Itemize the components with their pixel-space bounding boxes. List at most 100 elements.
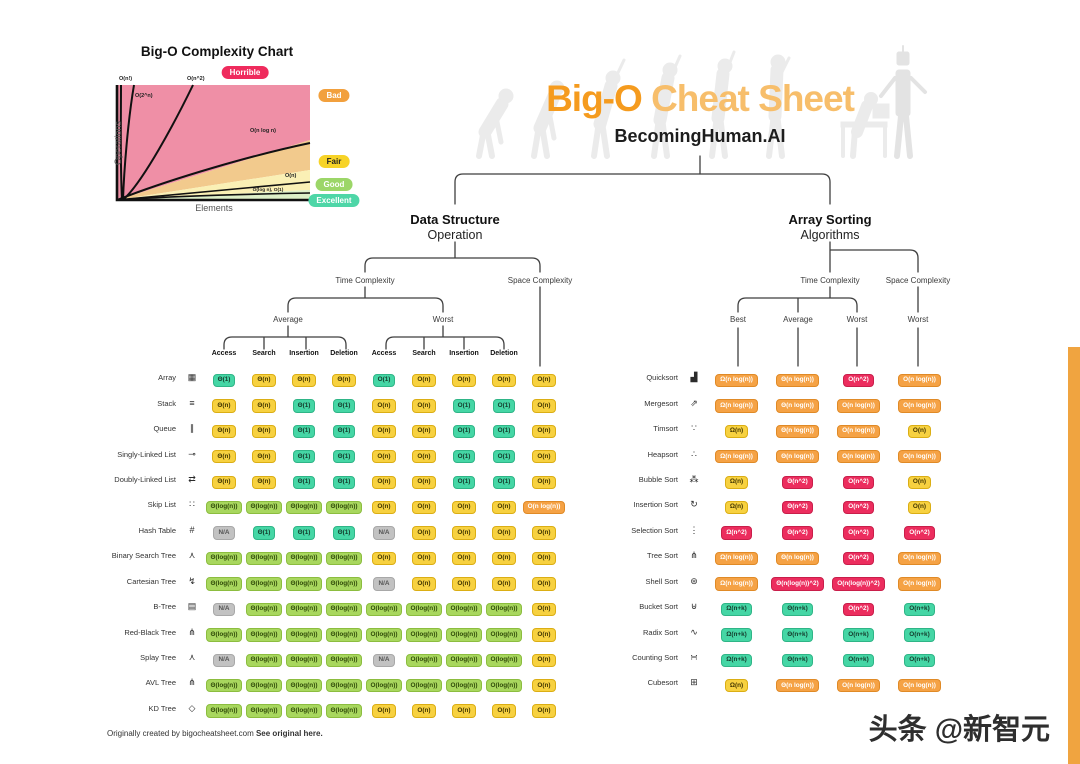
fair-badge: Fair [318, 155, 350, 168]
complexity-badge: O(log(n)) [445, 602, 483, 617]
row-label: Singly-Linked List [117, 449, 176, 459]
complexity-badge: O(log(n)) [445, 653, 483, 667]
complexity-badge: O(n) [492, 526, 516, 540]
complexity-badge: O(n) [452, 551, 476, 566]
selection-sort-icon: ⋮ [689, 524, 699, 535]
page-title: Big-O Cheat Sheet [546, 78, 855, 120]
table-cell: O(n) [532, 470, 556, 489]
complexity-badge: Ω(n log(n)) [715, 577, 758, 591]
doubly-linked-list-icon: ⇄ [188, 473, 196, 484]
table-cell: O(log(n)) [405, 674, 443, 693]
table-cell: N/A [373, 572, 395, 591]
table-cell: Θ(1) [332, 394, 356, 413]
complexity-badge: Θ(log(n)) [325, 653, 363, 667]
table-cell: O(n^2) [843, 521, 874, 540]
horrible-badge: Horrible [221, 66, 269, 79]
insertion-sort-icon: ↻ [690, 499, 698, 510]
complexity-badge: Θ(n^2) [782, 475, 813, 489]
complexity-badge: O(n) [412, 475, 436, 489]
table-cell: O(n^2) [843, 546, 874, 566]
complexity-badge: Θ(log(n)) [205, 628, 243, 642]
complexity-badge: O(log(n)) [445, 679, 483, 693]
table-cell: O(n) [492, 699, 516, 718]
array-sorting-subtitle: Algorithms [800, 227, 860, 242]
table-cell: O(log(n)) [485, 623, 523, 642]
complexity-badge: Θ(log(n)) [245, 602, 283, 617]
stack-icon: ≡ [189, 397, 195, 408]
complexity-badge: Θ(n log(n)) [776, 399, 819, 413]
table-cell: O(n) [532, 445, 556, 464]
table-cell: O(n) [372, 394, 396, 413]
table-cell: Θ(log(n)) [325, 572, 363, 591]
table-cell: O(n^2) [904, 521, 935, 540]
table-cell: O(n+k) [904, 597, 935, 617]
row-label: Binary Search Tree [111, 551, 176, 561]
table-cell: O(n) [452, 699, 476, 718]
table-cell: Θ(log(n)) [285, 699, 323, 718]
table-cell: O(n) [412, 368, 436, 388]
table-cell: O(n) [452, 572, 476, 591]
table-cell: N/A [373, 648, 395, 667]
complexity-badge: O(n^2) [843, 475, 874, 489]
table-cell: O(log(n)) [485, 648, 523, 667]
bucket-sort-icon: ⊎ [690, 601, 698, 612]
complexity-badge: Θ(1) [252, 526, 276, 540]
complexity-badge: Ω(n^2) [721, 526, 752, 540]
table-cell: Θ(log(n)) [285, 648, 323, 667]
sort-best-label: Best [729, 315, 747, 324]
complexity-chart-plot: O(n!) O(2^n) O(n^2) O(n log n) O(n) O(lo… [115, 76, 311, 202]
table-cell: O(log(n)) [405, 648, 443, 667]
complexity-badge: O(n) [372, 704, 396, 718]
table-cell: O(1) [492, 470, 516, 489]
table-cell: Ω(n log(n)) [715, 368, 758, 388]
row-label: Shell Sort [645, 576, 678, 586]
table-cell: O(log(n)) [365, 674, 403, 693]
complexity-badge: O(n log(n)) [898, 450, 941, 464]
complexity-badge: N/A [213, 526, 235, 540]
red-black-tree-icon: ⋔ [188, 626, 196, 637]
row-label: Bubble Sort [638, 474, 678, 484]
table-cell: O(n) [492, 521, 516, 540]
complexity-badge: O(n) [412, 704, 436, 718]
table-cell: O(n^2) [843, 368, 874, 388]
heapsort-icon: ∴ [691, 448, 697, 459]
complexity-badge: O(n) [532, 450, 556, 464]
exponential-curve [122, 84, 135, 201]
complexity-badge: Θ(log(n)) [285, 704, 323, 718]
complexity-badge: O(n^2) [843, 526, 874, 540]
complexity-badge: Θ(1) [292, 424, 316, 439]
row-label: Radix Sort [642, 627, 678, 637]
table-cell: Θ(log(n)) [325, 597, 363, 617]
complexity-badge: O(log(n)) [405, 602, 443, 617]
row-label: Cubesort [647, 678, 678, 688]
x-axis-label: Elements [195, 203, 233, 213]
table-cell: Θ(log(n)) [245, 546, 283, 566]
complexity-badge: Θ(n) [212, 424, 236, 439]
table-cell: Ω(n+k) [721, 623, 752, 642]
table-cell: O(n log(n)) [837, 445, 880, 464]
complexity-badge: O(n log(n)) [522, 500, 566, 515]
table-cell: O(n) [372, 419, 396, 439]
table-cell: O(n log(n)) [837, 394, 880, 413]
table-cell: O(log(n)) [365, 623, 403, 642]
timsort-icon: ∵ [691, 423, 697, 434]
complexity-badge: Ω(n) [724, 424, 749, 439]
table-cell: Θ(1) [292, 470, 316, 489]
complexity-badge: Ω(n+k) [721, 653, 752, 667]
column-header: Insertion [449, 349, 479, 357]
table-cell: O(n) [532, 623, 556, 642]
table-cell: Θ(log(n)) [325, 699, 363, 718]
table-cell: Θ(n(log(n))^2) [771, 572, 824, 591]
row-label: Selection Sort [631, 525, 678, 535]
original-link[interactable]: See original here. [255, 729, 323, 738]
table-cell: O(n) [372, 699, 396, 718]
complexity-badge: Θ(n) [252, 424, 276, 439]
counting-sort-icon: ∺ [690, 652, 698, 663]
complexity-badge: O(n) [372, 399, 396, 413]
complexity-badge: O(n) [532, 653, 556, 667]
table-cell: N/A [213, 597, 235, 617]
horrible-region [117, 85, 310, 200]
complexity-badge: Θ(n+k) [782, 602, 813, 617]
quicksort-icon: ▟ [690, 372, 698, 383]
